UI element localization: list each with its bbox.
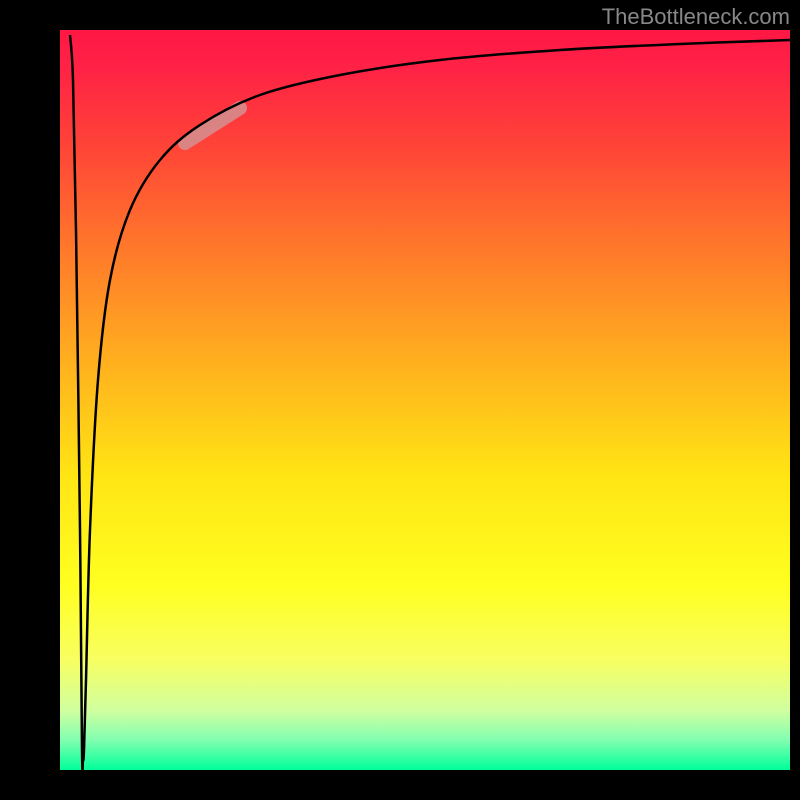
chart-plot-area xyxy=(60,30,790,770)
attribution-text: TheBottleneck.com xyxy=(602,4,790,30)
bottleneck-curve xyxy=(70,35,790,770)
curve-layer xyxy=(60,30,790,770)
highlight-segment xyxy=(185,108,240,143)
